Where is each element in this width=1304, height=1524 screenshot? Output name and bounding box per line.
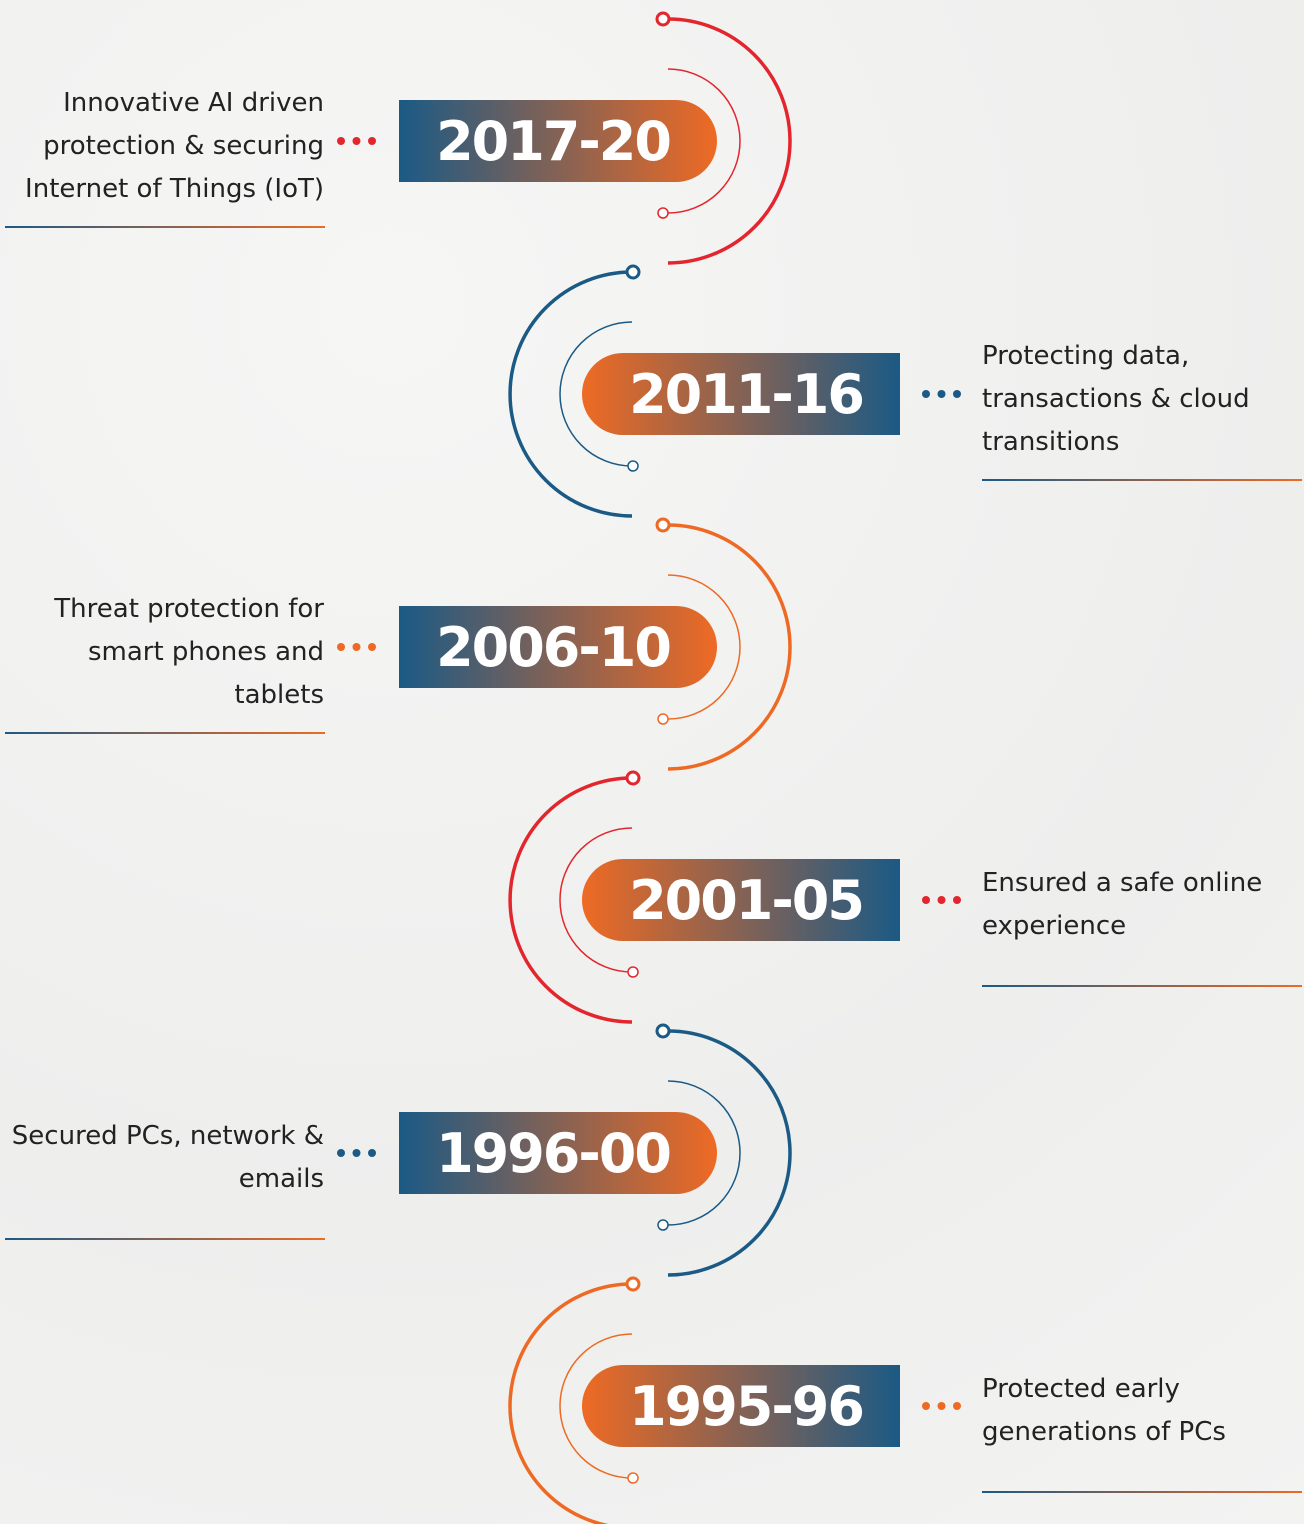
description: Protecting data, transactions & cloud tr…	[982, 340, 1250, 457]
dot	[368, 1149, 376, 1157]
arc-node	[655, 1023, 671, 1039]
dot	[922, 1402, 930, 1410]
dot	[937, 1402, 946, 1410]
arc-node	[627, 966, 639, 978]
inner-arc	[559, 1333, 633, 1479]
dot	[352, 137, 361, 145]
dot	[937, 390, 946, 398]
underline	[982, 479, 1302, 481]
arc-node	[655, 517, 671, 533]
dot	[368, 137, 376, 145]
year-badge: 2017-20	[399, 100, 717, 182]
arc-node	[655, 11, 671, 27]
underline	[5, 732, 325, 734]
arc	[508, 270, 633, 518]
description: Secured PCs, network & emails	[11, 1121, 324, 1194]
underline	[5, 1238, 325, 1240]
arc-node	[625, 770, 641, 786]
underline	[982, 1491, 1302, 1493]
year-badge: 2001-05	[582, 859, 900, 941]
description: Threat protection for smart phones and t…	[54, 593, 324, 710]
dot	[352, 643, 361, 651]
arc	[667, 1029, 792, 1277]
dot	[368, 643, 376, 651]
description: Innovative AI driven protection & securi…	[25, 87, 324, 204]
dot	[352, 1149, 361, 1157]
inner-arc	[667, 68, 741, 214]
arc-node	[627, 1472, 639, 1484]
year-badge: 2011-16	[582, 353, 900, 435]
arc	[508, 1282, 633, 1524]
arc-node	[625, 264, 641, 280]
year-badge: 2006-10	[399, 606, 717, 688]
dot	[953, 1402, 961, 1410]
dot	[337, 1149, 345, 1157]
arc-node	[657, 1219, 669, 1231]
description: Protected early generations of PCs	[982, 1374, 1226, 1447]
year-badge: 1996-00	[399, 1112, 717, 1194]
dot	[922, 390, 930, 398]
arc-node	[657, 207, 669, 219]
dot	[337, 137, 345, 145]
arc-node	[625, 1276, 641, 1292]
underline	[5, 226, 325, 228]
inner-arc	[559, 827, 633, 973]
underline	[982, 985, 1302, 987]
dot	[953, 390, 961, 398]
dot	[937, 896, 946, 904]
dot	[922, 896, 930, 904]
dot	[337, 643, 345, 651]
inner-arc	[667, 574, 741, 720]
arc	[667, 17, 792, 265]
dot	[953, 896, 961, 904]
arc	[667, 523, 792, 771]
arc-node	[627, 460, 639, 472]
year-badge: 1995-96	[582, 1365, 900, 1447]
description: Ensured a safe online experience	[982, 868, 1263, 941]
arc	[508, 776, 633, 1024]
inner-arc	[667, 1080, 741, 1226]
arc-node	[657, 713, 669, 725]
inner-arc	[559, 321, 633, 467]
